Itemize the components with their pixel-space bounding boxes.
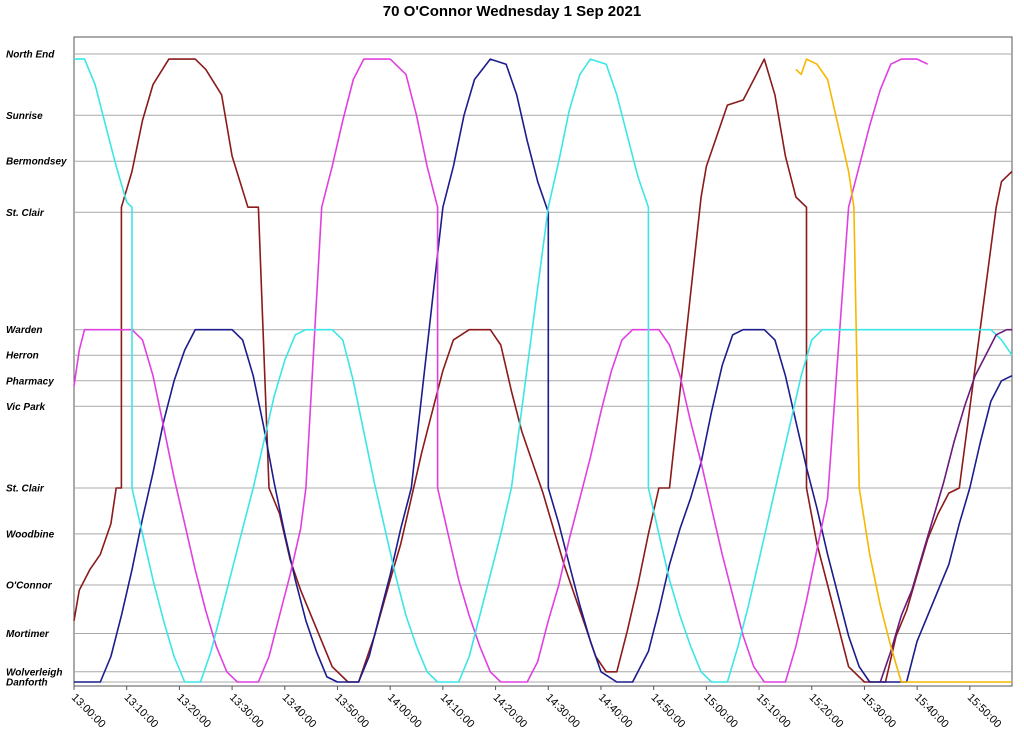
x-tick-label: 13:30:00: [227, 692, 266, 731]
x-tick-label: 13:50:00: [332, 692, 371, 731]
stop-label: Pharmacy: [6, 376, 54, 387]
stop-label: Sunrise: [6, 111, 43, 122]
x-tick-label: 13:10:00: [122, 692, 161, 731]
series-line-0: [73, 58, 1013, 683]
series-line-4: [879, 328, 1012, 683]
stop-label: O'Connor: [6, 580, 53, 591]
x-tick-label: 13:00:00: [69, 692, 108, 731]
x-tick-label: 15:10:00: [754, 692, 793, 731]
x-tick-label: 15:40:00: [912, 692, 951, 731]
x-tick-label: 14:40:00: [596, 692, 635, 731]
stop-gridlines: [74, 53, 1012, 683]
stop-label: St. Clair: [6, 483, 45, 494]
x-tick-label: 13:40:00: [280, 692, 319, 731]
series-line-5: [795, 58, 1012, 683]
x-tick-label: 14:30:00: [543, 692, 582, 731]
x-tick-label: 15:50:00: [965, 692, 1004, 731]
x-tick-label: 14:20:00: [490, 692, 529, 731]
x-tick-label: 15:20:00: [807, 692, 846, 731]
stop-label: Danforth: [6, 678, 48, 689]
stop-labels: North End Sunrise Bermondsey St. Clair Warde…: [6, 50, 67, 689]
chart-title: 70 O'Connor Wednesday 1 Sep 2021: [382, 3, 642, 20]
stop-label: Herron: [6, 351, 39, 362]
stop-label: Woodbine: [6, 529, 55, 540]
series-line-2: [73, 58, 929, 683]
plot-frame: [73, 36, 1013, 687]
x-tick-label: 15:00:00: [701, 692, 740, 731]
stop-label: Wolverleigh: [6, 667, 63, 678]
x-tick-label: 14:10:00: [438, 692, 477, 731]
stop-label: North End: [6, 50, 55, 61]
stop-label: Mortimer: [6, 629, 50, 640]
stop-label: Vic Park: [6, 402, 46, 413]
series-line-1: [74, 58, 1013, 683]
x-tick-label: 14:00:00: [385, 692, 424, 731]
bus-trace-series: [73, 58, 1013, 683]
stop-label: St. Clair: [6, 208, 45, 219]
stop-label: Bermondsey: [6, 157, 67, 168]
x-tick-labels: 13:00:00 13:10:00 13:20:00 13:30:00 13:40:00…: [69, 686, 1004, 731]
x-tick-label: 14:50:00: [649, 692, 688, 731]
stop-label: Warden: [6, 325, 43, 336]
series-line-3: [74, 58, 1013, 683]
x-tick-label: 13:20:00: [174, 692, 213, 731]
x-tick-label: 15:30:00: [859, 692, 898, 731]
